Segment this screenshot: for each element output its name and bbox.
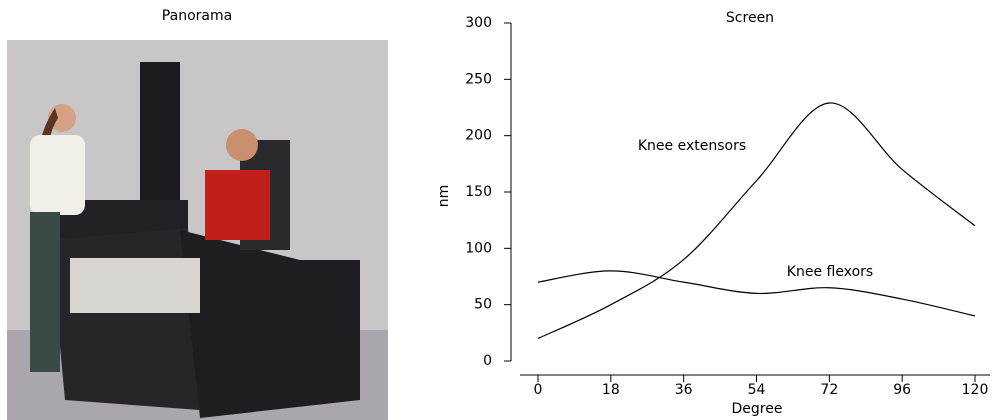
x-tick-label: 54 (748, 382, 766, 398)
y-tick-label: 250 (465, 71, 492, 87)
y-tick-label: 150 (465, 184, 492, 200)
chart-title: Screen (726, 10, 774, 26)
photo (7, 40, 388, 420)
x-tick-label: 0 (534, 382, 543, 398)
y-axis-label: nm (436, 185, 452, 208)
x-tick-label: 72 (820, 382, 838, 398)
y-tick-label: 0 (483, 353, 492, 369)
figure: Panorama Screen nm Degree Knee extensors… (0, 0, 1002, 420)
x-tick-label: 96 (893, 382, 911, 398)
photo-title: Panorama (162, 8, 232, 24)
y-tick-label: 100 (465, 240, 492, 256)
x-tick-label: 18 (602, 382, 620, 398)
y-tick-label: 50 (474, 297, 492, 313)
y-tick-label: 200 (465, 128, 492, 144)
annotation: Knee extensors (638, 138, 746, 154)
x-axis-label: Degree (732, 401, 783, 417)
x-tick-label: 36 (675, 382, 693, 398)
y-tick-label: 300 (465, 15, 492, 31)
annotation: Knee flexors (787, 264, 873, 280)
x-tick-label: 120 (962, 382, 989, 398)
line (538, 271, 975, 316)
line (538, 103, 975, 339)
